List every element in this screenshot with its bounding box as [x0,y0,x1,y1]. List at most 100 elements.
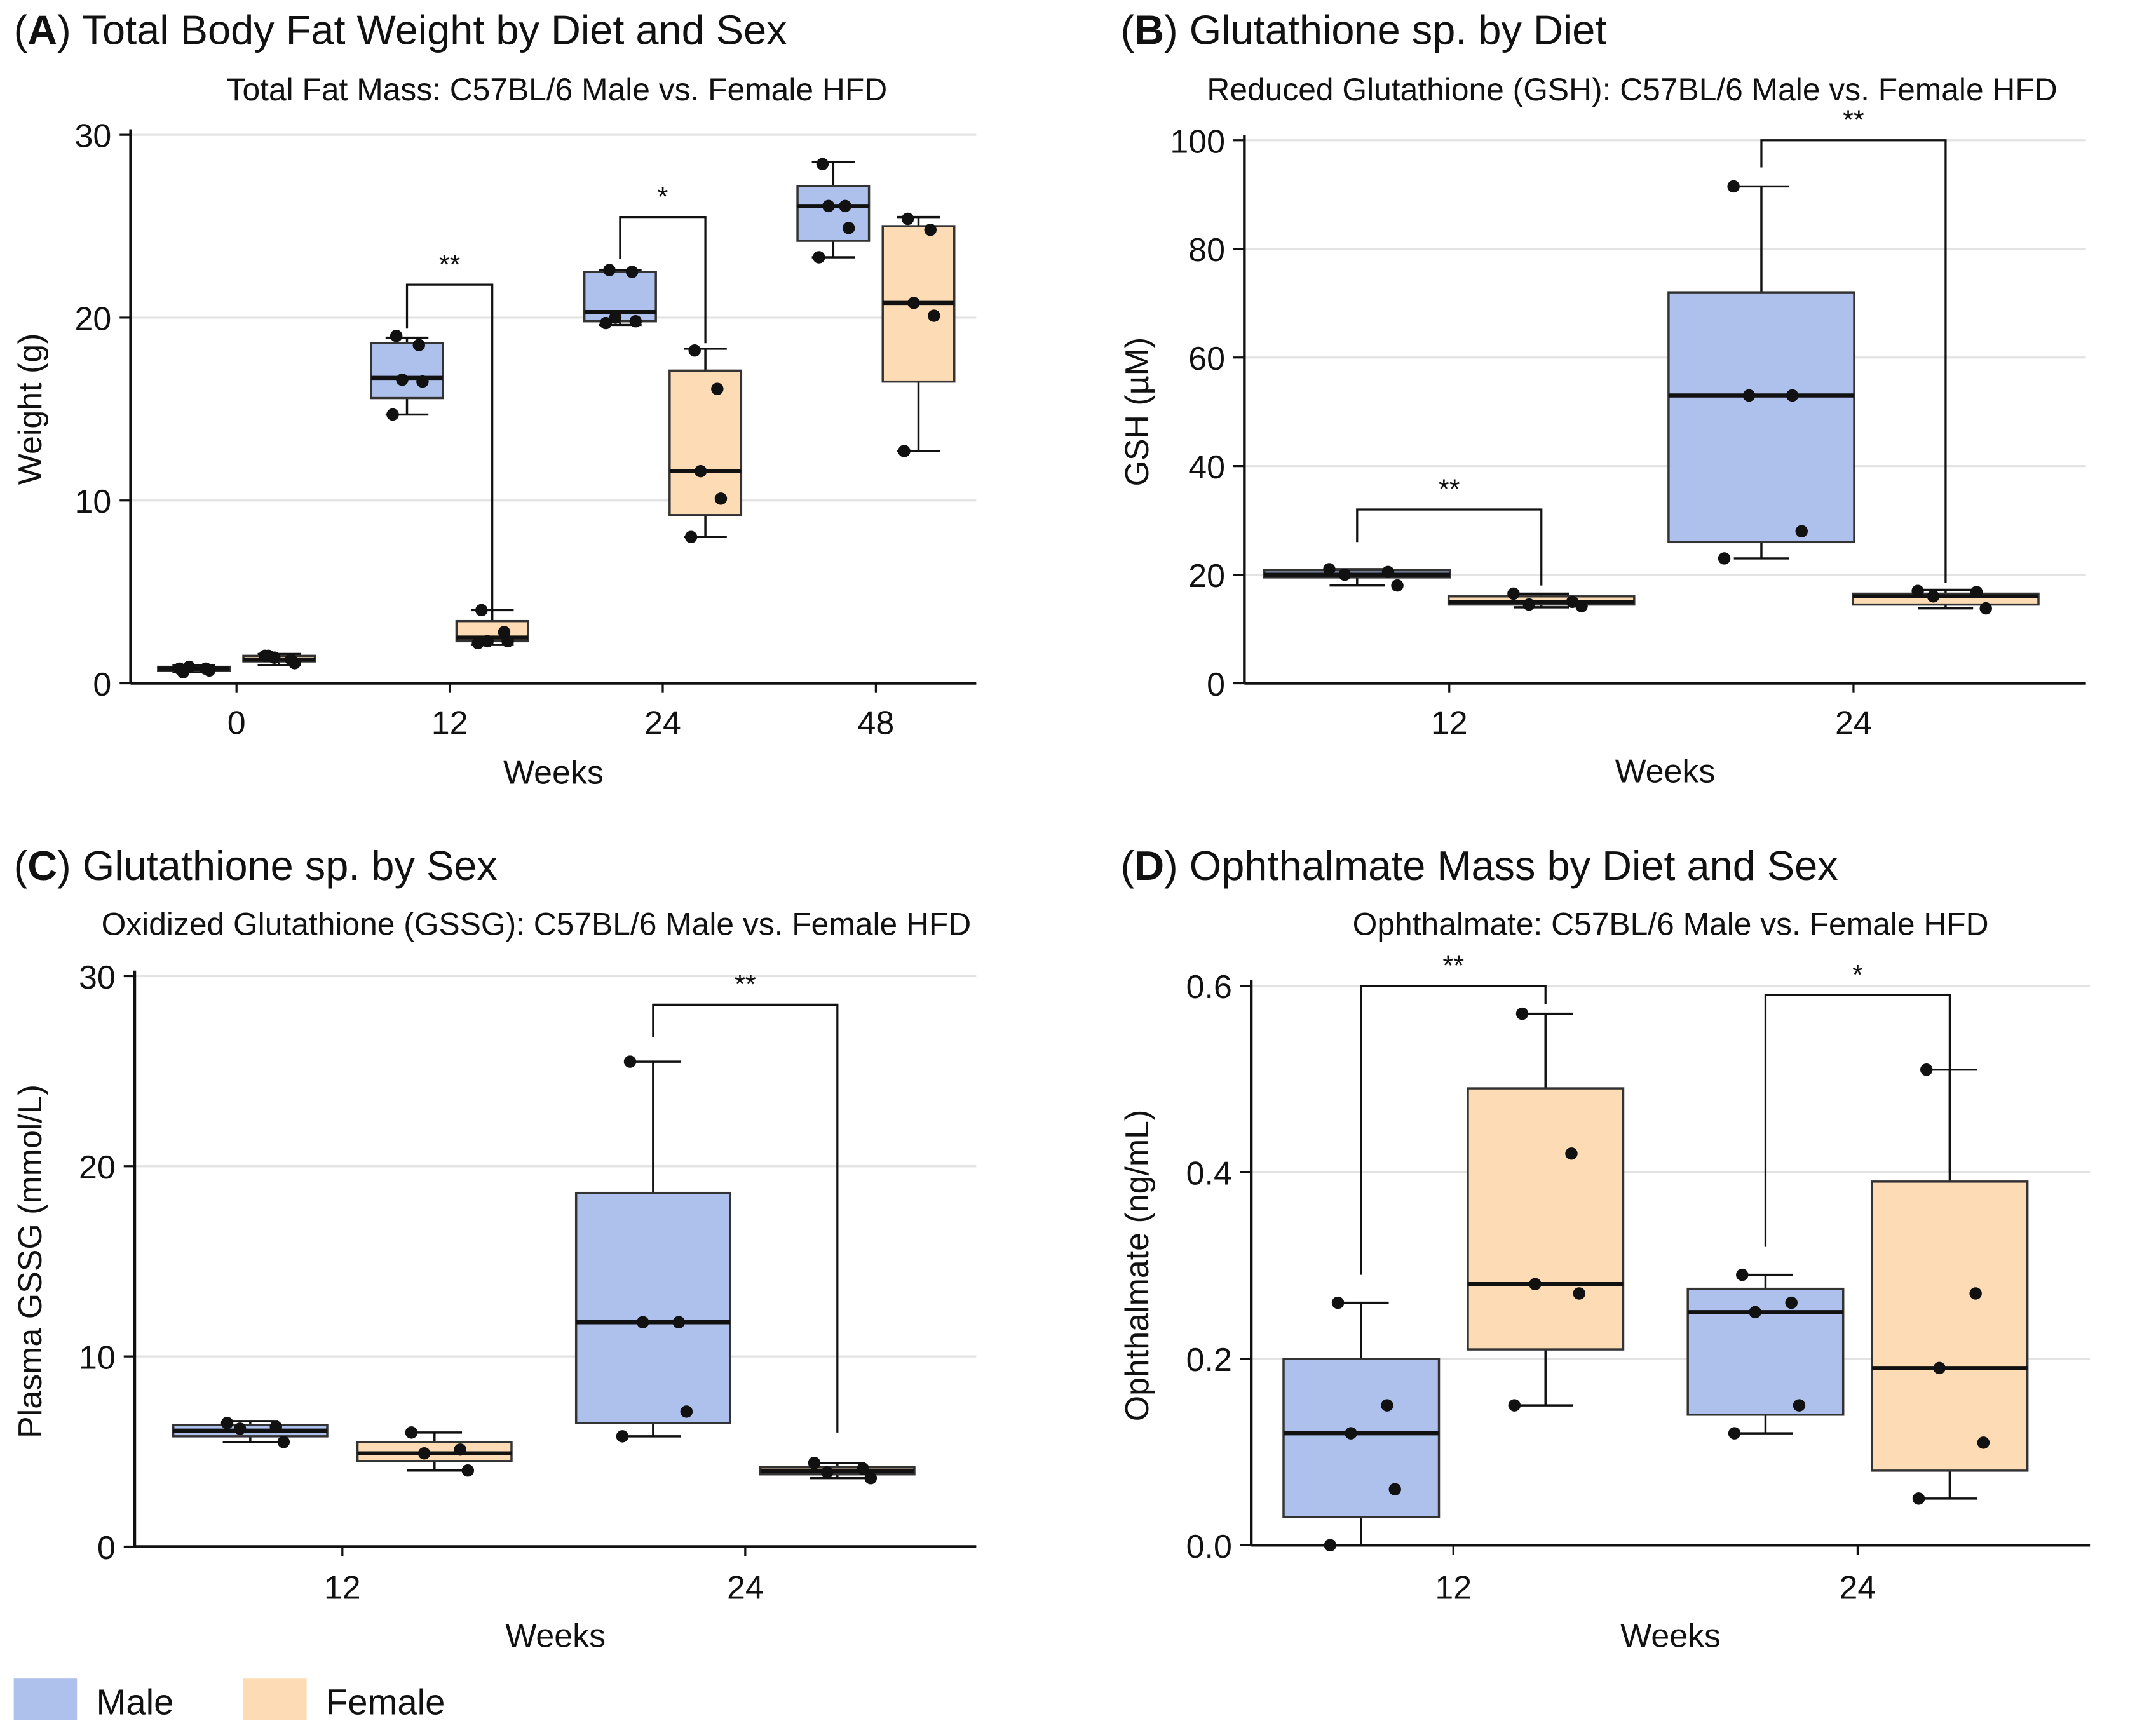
panel-d: (D) Ophthalmate Mass by Diet and Sex Opht… [1119,842,2091,1654]
data-point [714,492,728,505]
box-iqr [1282,1358,1441,1518]
data-point [277,1436,290,1448]
legend: Male Female [13,1678,445,1722]
box-male-12 [1282,1296,1441,1552]
data-point [1933,1361,1946,1375]
data-point [1529,1278,1542,1291]
y-axis-label: Weight (g) [12,334,49,485]
data-point [813,251,825,264]
data-point [808,1457,821,1469]
data-point [233,1422,247,1435]
data-point [822,199,835,213]
x-axis-label: Weeks [1620,1617,1721,1654]
data-point [694,464,707,478]
data-point [501,635,514,648]
box-iqr [1467,1087,1625,1351]
y-tick-label: 40 [1188,449,1225,486]
box-female-24 [1852,584,2040,615]
legend-swatch-male [13,1678,78,1720]
panel-subtitle: Reduced Glutathione (GSH): C57BL/6 Male … [1207,72,2057,107]
panel-title-text: ) Glutathione sp. by Diet [1164,6,1606,53]
box-male-24 [1686,1268,1845,1440]
data-point [672,1316,685,1328]
y-tick-label: 0 [97,1530,116,1567]
data-point [220,1417,234,1429]
y-tick-label: 60 [1188,341,1225,377]
y-axis-label: GSH (µM) [1119,337,1156,487]
panel-c: (C) Glutathione sp. by Sex Oxidized Gluta… [12,842,977,1654]
data-point [820,1466,834,1479]
panel-title: (D) Ophthalmate Mass by Diet and Sex [1121,842,1838,889]
panel-title-paren: ( [14,842,28,889]
box-male-12 [1263,563,1451,592]
significance-label: * [658,182,668,212]
data-point [1742,389,1756,402]
data-point [1508,1399,1521,1412]
data-point [857,1462,869,1475]
data-point [390,329,403,342]
y-tick-label: 20 [75,300,112,337]
data-point [1323,563,1336,576]
data-point [1979,602,1992,615]
box-male-0 [157,660,231,679]
data-point [1977,1436,1990,1449]
data-point [1718,552,1731,565]
panel-title-paren: ( [1121,6,1135,53]
data-point [1795,525,1808,537]
panel-title-text: ) Total Body Fat Weight by Diet and Sex [57,6,787,53]
significance-label: * [1852,960,1863,990]
box-iqr [668,369,743,516]
x-tick-label: 24 [644,705,681,742]
y-axis-label: Ophthalmate (ng/mL) [1119,1110,1156,1422]
data-point [1970,586,1983,598]
x-tick-label: 12 [431,705,468,742]
box-male-24 [583,264,657,330]
panel-title-paren: ( [1121,842,1135,889]
legend-label-female: Female [326,1682,445,1722]
x-tick-label: 0 [227,705,246,742]
data-point [1381,565,1395,579]
data-point [924,224,937,236]
x-axis-label: Weeks [1615,753,1716,790]
box-iqr [574,1191,731,1424]
data-point [173,662,186,675]
data-point [471,637,484,649]
y-tick-label: 30 [79,959,116,996]
legend-label-male: Male [96,1682,173,1722]
data-point [203,664,216,677]
box-female-24 [759,1457,916,1485]
significance-bracket [619,216,707,344]
x-tick-label: 12 [1435,1570,1472,1607]
data-point [1927,590,1940,603]
data-point [1736,1268,1749,1281]
y-tick-label: 0.2 [1186,1342,1232,1379]
y-tick-label: 20 [79,1149,116,1186]
panel-subtitle: Ophthalmate: C57BL/6 Male vs. Female HFD [1353,907,1989,942]
data-point [864,1471,878,1485]
data-point [412,339,426,351]
y-tick-label: 30 [75,118,112,155]
data-point [1388,1483,1401,1495]
legend-swatch-female [243,1678,307,1720]
data-point [1391,579,1404,592]
data-point [616,1430,629,1443]
data-point [416,375,429,388]
data-point [268,651,281,664]
y-tick-label: 80 [1188,232,1225,269]
panel-letter: A [27,6,57,53]
x-tick-label: 12 [1431,705,1468,742]
box-female-12 [455,604,529,649]
data-point [1575,600,1588,612]
data-point [1515,1007,1529,1020]
significance-label: ** [735,969,756,1000]
data-point [684,530,698,544]
significance-bracket [1356,508,1543,586]
data-point [629,314,642,328]
significance-bracket [405,283,494,611]
box-female-12 [1467,1007,1625,1412]
y-tick-label: 0 [93,666,111,703]
data-point [816,158,829,170]
panel-title: (A) Total Body Fat Weight by Diet and Se… [14,6,787,53]
data-point [623,1055,637,1068]
panel-letter: C [27,842,57,889]
